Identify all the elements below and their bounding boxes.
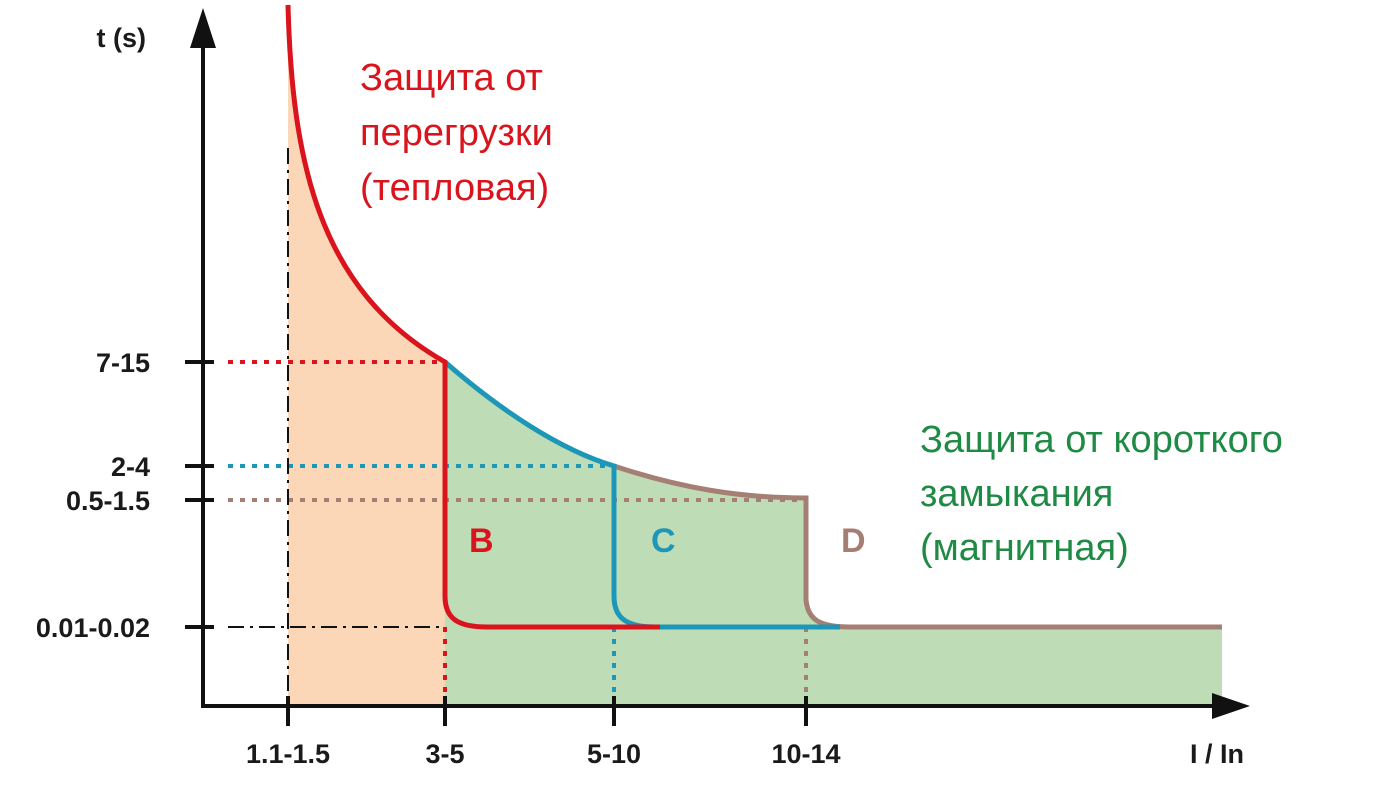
magnetic-protection-title: Защита от короткого замыкания (магнитная… <box>920 419 1283 569</box>
magnetic-title-line: замыкания <box>920 473 1113 515</box>
y-tick-label: 0.01-0.02 <box>36 613 150 643</box>
x-tick-label: 3-5 <box>425 739 464 769</box>
x-ticks <box>286 696 808 726</box>
thermal-zone-fill <box>288 8 445 706</box>
guide-lines <box>228 360 808 706</box>
curve-label-c: C <box>651 522 676 560</box>
x-tick-label: 5-10 <box>587 739 641 769</box>
thermal-title-line: (тепловая) <box>360 167 549 209</box>
x-axis-arrow-icon <box>1212 693 1250 719</box>
x-tick-label: 10-14 <box>771 739 840 769</box>
y-tick-label: 7-15 <box>96 348 150 378</box>
curve-b <box>285 4 660 630</box>
y-axis-arrow-icon <box>190 8 216 48</box>
x-tick-label: 1.1-1.5 <box>246 739 330 769</box>
x-axis-title: I / In <box>1190 739 1244 769</box>
thermal-title-line: перегрузки <box>360 112 553 154</box>
thermal-title-line: Защита от <box>360 57 543 99</box>
axes <box>201 30 1224 708</box>
curve-d <box>613 463 1222 630</box>
thermal-protection-title: Защита от перегрузки (тепловая) <box>360 57 553 209</box>
magnetic-title-line: (магнитная) <box>920 527 1129 569</box>
y-axis-title: t (s) <box>97 23 147 53</box>
curve-c <box>443 360 840 630</box>
y-tick-label: 0.5-1.5 <box>66 486 150 516</box>
y-tick-label: 2-4 <box>111 452 150 482</box>
magnetic-title-line: Защита от короткого <box>920 419 1283 461</box>
y-ticks <box>185 360 214 629</box>
curve-label-d: D <box>841 522 866 560</box>
curve-label-b: B <box>469 522 494 560</box>
magnetic-zone-fill <box>445 362 1222 706</box>
